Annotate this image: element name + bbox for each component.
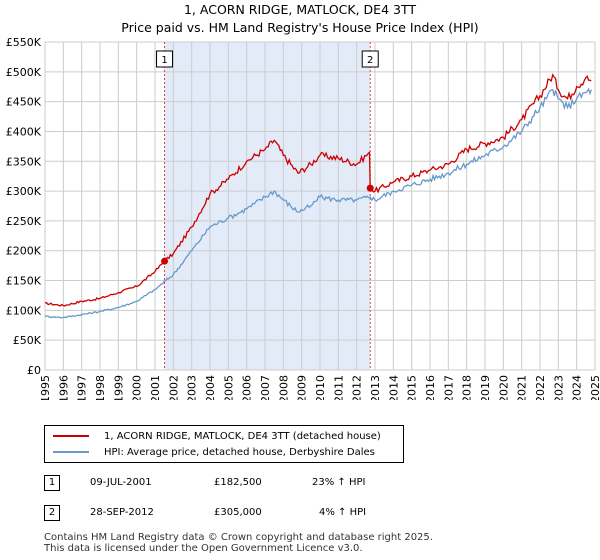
transaction-price: £182,500 [214,477,262,488]
x-tick-label: 1999 [112,375,125,400]
legend-swatch-hpi [53,451,89,453]
x-tick-label: 2007 [259,375,272,400]
transaction-delta: 4% ↑ HPI [319,507,367,518]
x-tick-label: 2002 [167,375,180,400]
y-tick-label: £400K [6,125,42,138]
sale-marker-label: 1 [161,55,167,66]
footer-copyright: Contains HM Land Registry data © Crown c… [44,532,433,543]
legend-item-hpi: HPI: Average price, detached house, Derb… [53,445,375,459]
hpi-line [44,87,592,319]
legend-label-hpi: HPI: Average price, detached house, Derb… [104,446,375,458]
sale-point [366,184,374,192]
x-tick-label: 2012 [351,375,364,400]
legend: 1, ACORN RIDGE, MATLOCK, DE4 3TT (detach… [44,425,404,463]
x-tick-label: 2017 [442,375,455,400]
x-tick-label: 2013 [369,375,382,400]
x-tick-label: 2014 [387,375,400,400]
sale-marker-label: 2 [367,55,373,66]
legend-label-property: 1, ACORN RIDGE, MATLOCK, DE4 3TT (detach… [104,430,381,442]
price-chart: £0 £50K £100K £150K £200K £250K £300K £350K £400… [6,36,600,400]
x-tick-label: 2023 [552,375,565,400]
x-tick-label: 2021 [516,375,529,400]
x-tick-label: 1995 [39,375,52,400]
x-tick-label: 1997 [76,375,89,400]
y-tick-label: £150K [6,275,42,288]
footer-license: This data is licensed under the Open Gov… [44,543,363,554]
transaction-date: 28-SEP-2012 [90,507,154,518]
y-tick-label: £200K [6,245,42,258]
chart-subtitle: Price paid vs. HM Land Registry's House … [121,20,479,35]
y-tick-label: £0 [27,364,41,377]
y-tick-label: £50K [13,334,42,347]
transaction-number: 1 [44,475,60,491]
legend-item-property: 1, ACORN RIDGE, MATLOCK, DE4 3TT (detach… [53,429,381,443]
x-tick-label: 2024 [571,375,584,400]
plot-frame [44,41,596,371]
x-tick-label: 2020 [497,375,510,400]
x-tick-label: 2025 [589,375,600,400]
transaction-date: 09-JUL-2001 [90,477,152,488]
y-tick-label: £450K [6,96,42,109]
sale-marker-box [361,50,379,68]
y-tick-label: £100K [6,304,42,317]
x-tick-label: 2015 [406,375,419,400]
transaction-number: 2 [44,505,60,521]
sale-point [161,257,169,265]
ownership-shade [164,42,371,370]
chart-title: 1, ACORN RIDGE, MATLOCK, DE4 3TT [183,2,417,17]
y-tick-label: £500K [6,66,42,79]
x-tick-label: 2001 [149,375,162,400]
y-tick-label: £350K [6,155,42,168]
x-tick-label: 2022 [534,375,547,400]
x-tick-label: 2018 [461,375,474,400]
y-tick-label: £250K [6,215,42,228]
x-tick-label: 2000 [131,375,144,400]
property-price-line [44,73,592,307]
x-tick-label: 2004 [204,375,217,400]
x-tick-label: 2005 [222,375,235,400]
x-tick-label: 2008 [277,375,290,400]
x-tick-label: 2016 [424,375,437,400]
sale-marker-box [156,50,174,68]
x-tick-label: 2006 [241,375,254,400]
x-tick-label: 2011 [332,375,345,400]
x-tick-label: 1998 [94,375,107,400]
y-tick-label: £550K [6,36,42,49]
x-tick-label: 2003 [186,375,199,400]
x-tick-label: 1996 [57,375,70,400]
x-tick-label: 2019 [479,375,492,400]
transaction-delta: 23% ↑ HPI [312,477,366,488]
legend-swatch-property [53,435,89,437]
x-tick-label: 2009 [296,375,309,400]
x-tick-label: 2010 [314,375,327,400]
transaction-price: £305,000 [214,507,262,518]
y-tick-label: £300K [6,185,42,198]
